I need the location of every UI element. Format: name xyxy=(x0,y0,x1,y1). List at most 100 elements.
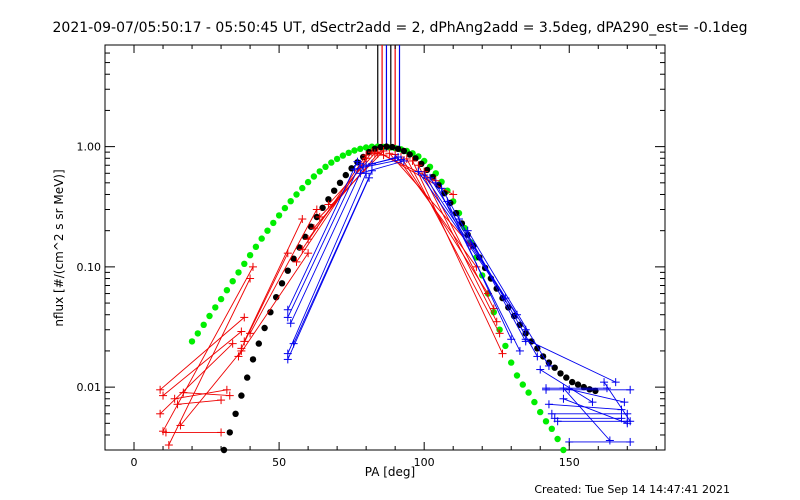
red-point-13-0 xyxy=(246,329,255,338)
red-line-4 xyxy=(168,278,251,446)
red-point-21-1 xyxy=(449,190,458,199)
red-point-9-0 xyxy=(161,428,170,437)
red-point-0-1 xyxy=(240,313,249,322)
y-tick-label-2: 1.00 xyxy=(77,141,102,154)
red-point-19-0 xyxy=(324,200,333,209)
blue-point-16-0 xyxy=(454,215,463,224)
red-line-22 xyxy=(389,153,471,246)
blue-point-14-0 xyxy=(437,184,446,193)
red-line-26 xyxy=(412,160,503,354)
blue-point-19-0 xyxy=(542,385,551,394)
blue-point-19-1 xyxy=(626,385,635,394)
red-point-8-1 xyxy=(217,396,226,405)
red-point-13-1 xyxy=(312,205,321,214)
blue-point-9-0 xyxy=(367,159,376,168)
green-point-59 xyxy=(531,398,538,406)
blue-point-20-1 xyxy=(617,405,626,414)
green-point-14 xyxy=(270,219,277,227)
black-point-57 xyxy=(551,364,558,371)
blue-line-7 xyxy=(360,160,405,174)
blue-point-13-1 xyxy=(515,346,524,355)
red-point-0-0 xyxy=(156,385,165,394)
black-point-31 xyxy=(400,147,408,155)
green-point-10 xyxy=(246,252,254,259)
green-point-27 xyxy=(345,149,352,156)
black-point-61 xyxy=(574,381,582,388)
blue-line-0 xyxy=(287,161,358,310)
blue-point-14-1 xyxy=(533,352,542,361)
blue-point-7-0 xyxy=(356,169,365,178)
red-point-15-0 xyxy=(298,245,307,254)
blue-line-3 xyxy=(287,173,367,354)
red-line-12 xyxy=(243,218,303,342)
blue-line-29 xyxy=(539,369,593,403)
red-line-13 xyxy=(249,209,318,334)
blue-point-24-1 xyxy=(605,436,614,445)
green-point-29 xyxy=(357,145,364,152)
black-point-30 xyxy=(394,145,402,152)
red-point-16-0 xyxy=(304,235,313,244)
green-point-61 xyxy=(542,418,550,425)
black-point-14 xyxy=(302,233,309,240)
red-line-25 xyxy=(406,158,500,334)
blue-point-29-1 xyxy=(588,398,597,407)
green-point-18 xyxy=(293,191,300,198)
black-point-7 xyxy=(261,324,268,332)
red-point-17-0 xyxy=(309,224,318,233)
red-point-6-1 xyxy=(222,385,231,394)
red-line-28 xyxy=(423,171,495,309)
blue-point-17-1 xyxy=(544,361,553,370)
plot-frame xyxy=(104,44,666,451)
blue-line-15 xyxy=(446,201,512,340)
red-point-14-0 xyxy=(292,257,301,266)
black-point-3 xyxy=(238,392,245,399)
blue-point-28-1 xyxy=(626,417,635,426)
red-point-12-0 xyxy=(240,337,249,346)
red-point-4-1 xyxy=(246,274,255,283)
green-point-24 xyxy=(328,159,335,166)
blue-point-5-0 xyxy=(289,339,298,348)
black-point-58 xyxy=(557,370,564,377)
green-point-26 xyxy=(339,152,347,159)
black-point-17 xyxy=(319,204,326,211)
blue-line-6 xyxy=(354,159,402,170)
blue-point-2-0 xyxy=(286,319,295,328)
green-point-15 xyxy=(275,212,283,219)
red-point-27-1 xyxy=(492,317,501,326)
black-point-64 xyxy=(592,387,599,395)
red-point-26-0 xyxy=(408,156,417,165)
green-point-17 xyxy=(287,198,294,205)
red-point-2-0 xyxy=(156,409,165,418)
red-line-2 xyxy=(159,343,234,415)
blue-point-29-0 xyxy=(536,365,545,374)
green-point-3 xyxy=(206,312,213,320)
red-point-8-0 xyxy=(173,400,182,409)
blue-point-28-0 xyxy=(600,378,609,387)
black-point-19 xyxy=(331,187,338,194)
black-point-21 xyxy=(342,171,349,179)
red-point-1-1 xyxy=(237,327,246,336)
plot-marks xyxy=(156,45,635,454)
blue-point-8-0 xyxy=(362,161,371,170)
blue-line-30 xyxy=(525,338,616,383)
x-tick-label-3: 150 xyxy=(559,456,580,469)
blue-point-9-1 xyxy=(391,154,400,163)
x-tick-label-2: 100 xyxy=(414,456,435,469)
blue-point-30-1 xyxy=(611,378,620,387)
green-point-12 xyxy=(258,235,265,242)
red-point-20-0 xyxy=(373,148,382,157)
green-point-5 xyxy=(217,295,225,303)
black-point-60 xyxy=(569,378,576,386)
black-point-20 xyxy=(336,179,344,186)
green-point-58 xyxy=(525,389,532,396)
green-point-8 xyxy=(235,269,242,276)
blue-line-26 xyxy=(563,398,628,424)
blue-point-15-1 xyxy=(507,335,516,344)
black-point-6 xyxy=(255,340,262,347)
green-point-7 xyxy=(229,278,236,285)
red-point-6-0 xyxy=(170,394,179,403)
blue-point-26-0 xyxy=(559,394,568,403)
red-line-24 xyxy=(400,156,489,294)
y-axis-label: nflux [#/(cm^2 s sr MeV)] xyxy=(52,169,66,326)
red-point-9-1 xyxy=(217,428,226,437)
